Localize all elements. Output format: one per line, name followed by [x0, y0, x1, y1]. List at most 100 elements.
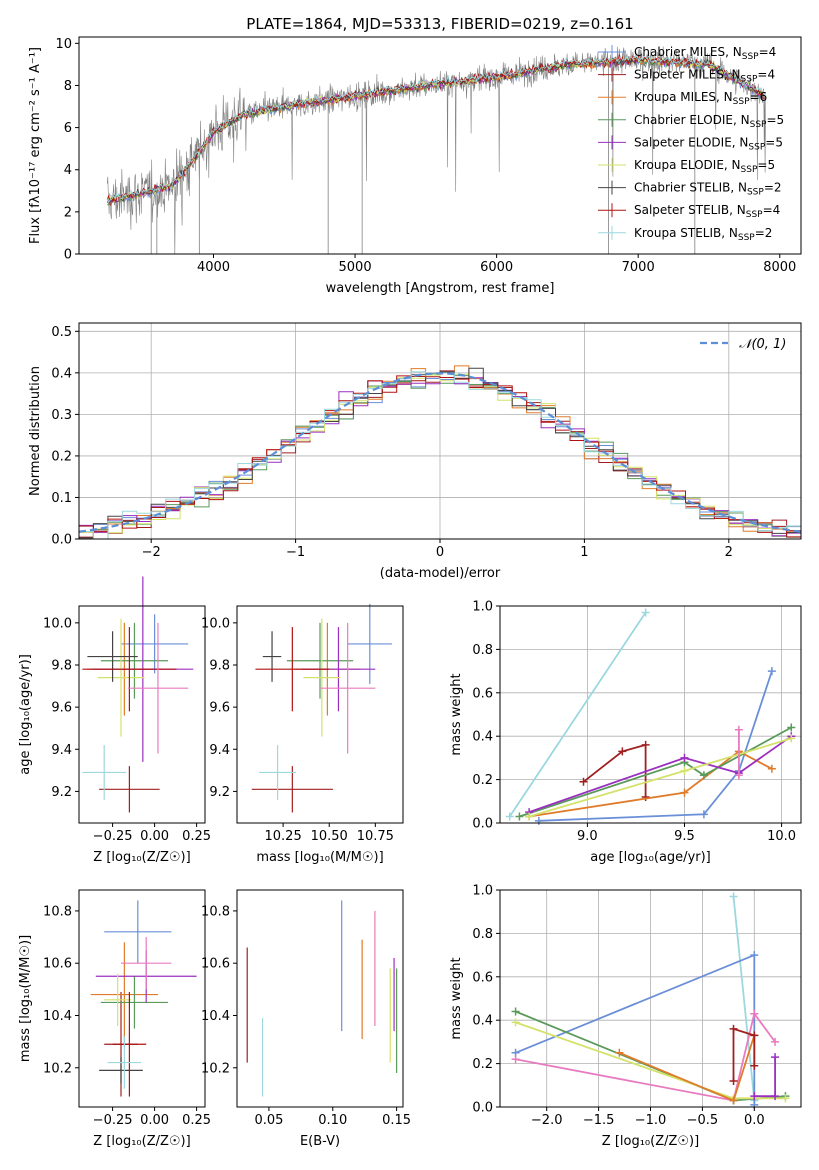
- x-tick-label: −1.5: [583, 1113, 615, 1128]
- y-tick-label: 0: [64, 248, 72, 263]
- y-tick-label: 6: [64, 121, 72, 136]
- axes: −0.25 0.00 0.25 9.2 9.4 9.6 9.8 10.0 Z [log₁₀(Z/…: [18, 605, 211, 865]
- model-spectrum-line: [106, 53, 766, 203]
- legend: 𝒩(0, 1): [700, 337, 786, 352]
- y-tick-label: 10.4: [201, 1009, 230, 1024]
- weight-series-line: [538, 670, 773, 822]
- weight-point-marker: [750, 1031, 759, 1040]
- panel-weight_vs_Z: −2.0 −1.5 −1.0 −0.5 0.0 0.0 0.2 0.4 0.6 0.8 1.0 Z […: [449, 884, 802, 1149]
- panel-mass_vs_Z: −0.25 0.00 0.25 10.2 10.4 10.6 10.8 Z [log₁₀(Z/…: [18, 889, 211, 1149]
- panel-age_vs_Z: −0.25 0.00 0.25 9.2 9.4 9.6 9.8 10.0 Z [log₁₀(Z/…: [18, 576, 211, 865]
- axes: −0.25 0.00 0.25 10.2 10.4 10.6 10.8 Z [log₁₀(Z/…: [18, 889, 211, 1149]
- legend-label: Salpeter STELIB, NSSP=4: [634, 203, 780, 220]
- legend-label: Chabrier ELODIE, NSSP=5: [634, 113, 784, 130]
- y-tick-label: 9.4: [51, 743, 72, 758]
- y-tick-label: 2: [64, 205, 72, 220]
- error-cross: [320, 622, 376, 754]
- normal-curve: [79, 372, 801, 533]
- axes-frame: [236, 605, 404, 824]
- weight-point-marker: [641, 792, 650, 801]
- plot-area: [246, 900, 398, 1097]
- spectrum-lines: [106, 46, 766, 254]
- error-cross: [121, 614, 189, 674]
- error-cross: [100, 976, 169, 1029]
- error-cross: [90, 942, 158, 1047]
- error-cross: [262, 631, 282, 682]
- x-tick-label: −0.5: [687, 1113, 719, 1128]
- y-tick-label: 9.4: [209, 743, 230, 758]
- x-tick-label: 9.5: [674, 829, 695, 844]
- weight-point-marker: [511, 1055, 520, 1064]
- x-tick-label: 0.10: [318, 1113, 347, 1128]
- x-axis-label: Z [log₁₀(Z/Z☉)]: [93, 850, 190, 865]
- panel-residuals: 𝒩(0, 1) −2 −1 0 1 2 0.0 0.1 0.2 0.3 0.4 0.5 (data-mo…: [28, 322, 802, 581]
- y-tick-label: 9.8: [51, 658, 72, 673]
- weight-point-marker: [750, 1009, 759, 1018]
- y-tick-label: 10.8: [201, 904, 230, 919]
- panel-age_vs_mass: 10.25 10.50 10.75 9.2 9.4 9.6 9.8 10.0 mass [log…: [201, 603, 404, 865]
- x-tick-label: 10.50: [311, 829, 348, 844]
- y-tick-label: 0.8: [472, 927, 493, 942]
- x-tick-label: 7000: [622, 260, 655, 275]
- x-tick-label: 0.05: [254, 1113, 283, 1128]
- y-axis-label: mass weight: [449, 673, 464, 755]
- weight-point-marker: [771, 1037, 780, 1046]
- x-tick-label: 5000: [339, 260, 372, 275]
- y-tick-label: 0.4: [51, 366, 72, 381]
- axes-frame: [78, 889, 206, 1108]
- weight-point-marker: [750, 951, 759, 960]
- legend-label: Chabrier STELIB, NSSP=2: [634, 181, 782, 198]
- weight-point-marker: [618, 747, 627, 756]
- y-tick-label: 0.5: [51, 325, 72, 340]
- y-tick-label: 10.8: [43, 904, 72, 919]
- x-tick-label: 0.15: [382, 1113, 411, 1128]
- axes: −2.0 −1.5 −1.0 −0.5 0.0 0.0 0.2 0.4 0.6 0.8 1.0 Z […: [449, 884, 802, 1149]
- error-cross: [107, 1036, 142, 1089]
- error-cross: [121, 937, 172, 990]
- weight-point-marker: [734, 771, 743, 780]
- weight-point-marker: [729, 892, 738, 901]
- x-tick-label: 1: [580, 545, 588, 560]
- axes: 0.05 0.10 0.15 10.2 10.4 10.6 10.8 E(B-V): [201, 889, 411, 1149]
- error-cross: [347, 603, 392, 684]
- plot-area: [82, 576, 194, 813]
- y-axis-label: age [log₁₀(age/yr)]: [18, 654, 33, 775]
- axes-frame: [236, 889, 404, 1108]
- y-tick-label: 0.2: [472, 773, 493, 788]
- x-tick-label: 0.00: [140, 829, 169, 844]
- error-cross: [112, 991, 147, 1097]
- x-tick-label: −1: [286, 545, 305, 560]
- weight-point-marker: [511, 1007, 520, 1016]
- weight-point-marker: [767, 667, 776, 676]
- plot-area: [90, 900, 197, 1097]
- x-axis-label: Z [log₁₀(Z/Z☉)]: [93, 1134, 190, 1149]
- x-axis-label: Z [log₁₀(Z/Z☉)]: [602, 1134, 699, 1149]
- weight-point-marker: [505, 812, 514, 821]
- error-cross: [97, 618, 145, 737]
- y-tick-label: 0.4: [472, 1014, 493, 1029]
- x-axis-label: (data-model)/error: [380, 566, 501, 581]
- weight-point-marker: [511, 1018, 520, 1027]
- y-tick-label: 10.2: [201, 1061, 230, 1076]
- x-tick-label: 10.75: [357, 829, 394, 844]
- weight-series-line: [528, 737, 792, 818]
- weight-point-marker: [525, 812, 534, 821]
- error-cross: [104, 973, 132, 1026]
- legend-label: Chabrier MILES, NSSP=4: [634, 45, 776, 62]
- error-cross: [286, 622, 354, 699]
- error-cross: [259, 745, 297, 800]
- weight-point-marker: [699, 810, 708, 819]
- y-tick-label: 0.3: [51, 408, 72, 423]
- plot-area: [251, 603, 392, 813]
- weight-point-marker: [680, 766, 689, 775]
- x-tick-label: 0.0: [744, 1113, 765, 1128]
- axes-frame: [78, 605, 206, 824]
- weight-point-marker: [771, 1053, 780, 1062]
- x-tick-label: 2: [725, 545, 733, 560]
- plot-area: 𝒩(0, 1): [79, 337, 801, 539]
- panel-mass_vs_ebv: 0.05 0.10 0.15 10.2 10.4 10.6 10.8 E(B-V): [201, 889, 411, 1149]
- y-tick-label: 0.2: [51, 449, 72, 464]
- axes-frame: [78, 36, 802, 255]
- error-cross: [104, 900, 172, 964]
- axes: 9.0 9.5 10.0 0.0 0.2 0.4 0.6 0.8 1.0 age [log₁₀(a…: [449, 600, 802, 865]
